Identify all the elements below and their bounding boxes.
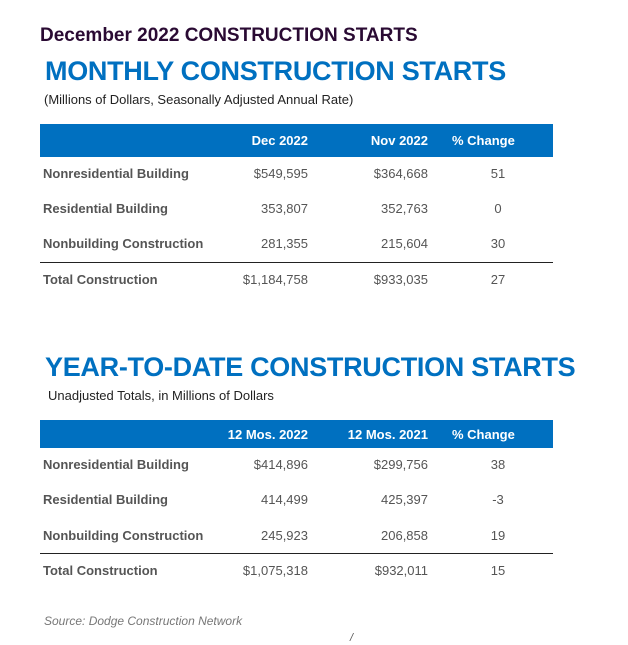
value-prior: 206,858 [381, 528, 428, 543]
percent-change: 19 [490, 528, 506, 543]
monthly-table-header: Dec 2022 Nov 2022 % Change [40, 124, 553, 157]
row-label: Nonbuilding Construction [43, 528, 204, 543]
row-label: Nonresidential Building [43, 166, 189, 181]
value-prior: $299,756 [373, 457, 428, 472]
stray-mark: / [350, 632, 354, 644]
column-header: 12 Mos. 2021 [347, 427, 428, 442]
ytd-heading: YEAR-TO-DATE CONSTRUCTION STARTS [45, 352, 576, 382]
value-prior: $933,035 [373, 272, 428, 287]
row-label: Nonbuilding Construction [43, 236, 204, 251]
value-prior: $932,011 [374, 563, 428, 578]
column-header: % Change [452, 427, 515, 442]
total-divider [40, 262, 553, 263]
table-row: Residential Building 353,807 352,763 0 [40, 201, 553, 221]
percent-change: 30 [490, 236, 506, 251]
page-title: December 2022 CONSTRUCTION STARTS [40, 25, 418, 46]
percent-change: 15 [490, 563, 506, 578]
column-header: % Change [452, 133, 515, 148]
value-prior: 425,397 [381, 492, 428, 507]
column-header: 12 Mos. 2022 [227, 427, 308, 442]
value-current: 414,499 [261, 492, 308, 507]
ytd-table-header: 12 Mos. 2022 12 Mos. 2021 % Change [40, 420, 553, 448]
row-label: Total Construction [43, 563, 158, 578]
percent-change: 27 [490, 272, 506, 287]
value-current: $1,075,318 [242, 563, 308, 578]
total-row: Total Construction $1,075,318 $932,011 1… [40, 563, 553, 583]
table-row: Nonresidential Building $549,595 $364,66… [40, 166, 553, 186]
table-row: Residential Building 414,499 425,397 -3 [40, 492, 553, 512]
column-header: Nov 2022 [370, 133, 428, 148]
value-prior: 215,604 [381, 236, 428, 251]
table-row: Nonbuilding Construction 245,923 206,858… [40, 528, 553, 548]
value-current: $414,896 [253, 457, 308, 472]
monthly-heading: MONTHLY CONSTRUCTION STARTS [45, 56, 506, 86]
table-row: Nonbuilding Construction 281,355 215,604… [40, 236, 553, 256]
value-current: $1,184,758 [242, 272, 308, 287]
row-label: Nonresidential Building [43, 457, 189, 472]
table-row: Nonresidential Building $414,896 $299,75… [40, 457, 553, 477]
value-prior: 352,763 [381, 201, 428, 216]
total-divider [40, 553, 553, 554]
percent-change: 38 [490, 457, 506, 472]
percent-change: 0 [494, 201, 502, 216]
monthly-subtitle: (Millions of Dollars, Seasonally Adjuste… [44, 92, 354, 107]
percent-change: 51 [490, 166, 506, 181]
value-current: 353,807 [261, 201, 308, 216]
source-note: Source: Dodge Construction Network [44, 614, 243, 628]
value-current: $549,595 [253, 166, 308, 181]
value-current: 281,355 [261, 236, 308, 251]
column-header: Dec 2022 [251, 133, 308, 148]
percent-change: -3 [492, 492, 504, 507]
row-label: Total Construction [43, 272, 158, 287]
total-row: Total Construction $1,184,758 $933,035 2… [40, 272, 553, 292]
value-current: 245,923 [261, 528, 308, 543]
row-label: Residential Building [43, 201, 168, 216]
row-label: Residential Building [43, 492, 168, 507]
ytd-subtitle: Unadjusted Totals, in Millions of Dollar… [48, 388, 274, 403]
value-prior: $364,668 [373, 166, 428, 181]
